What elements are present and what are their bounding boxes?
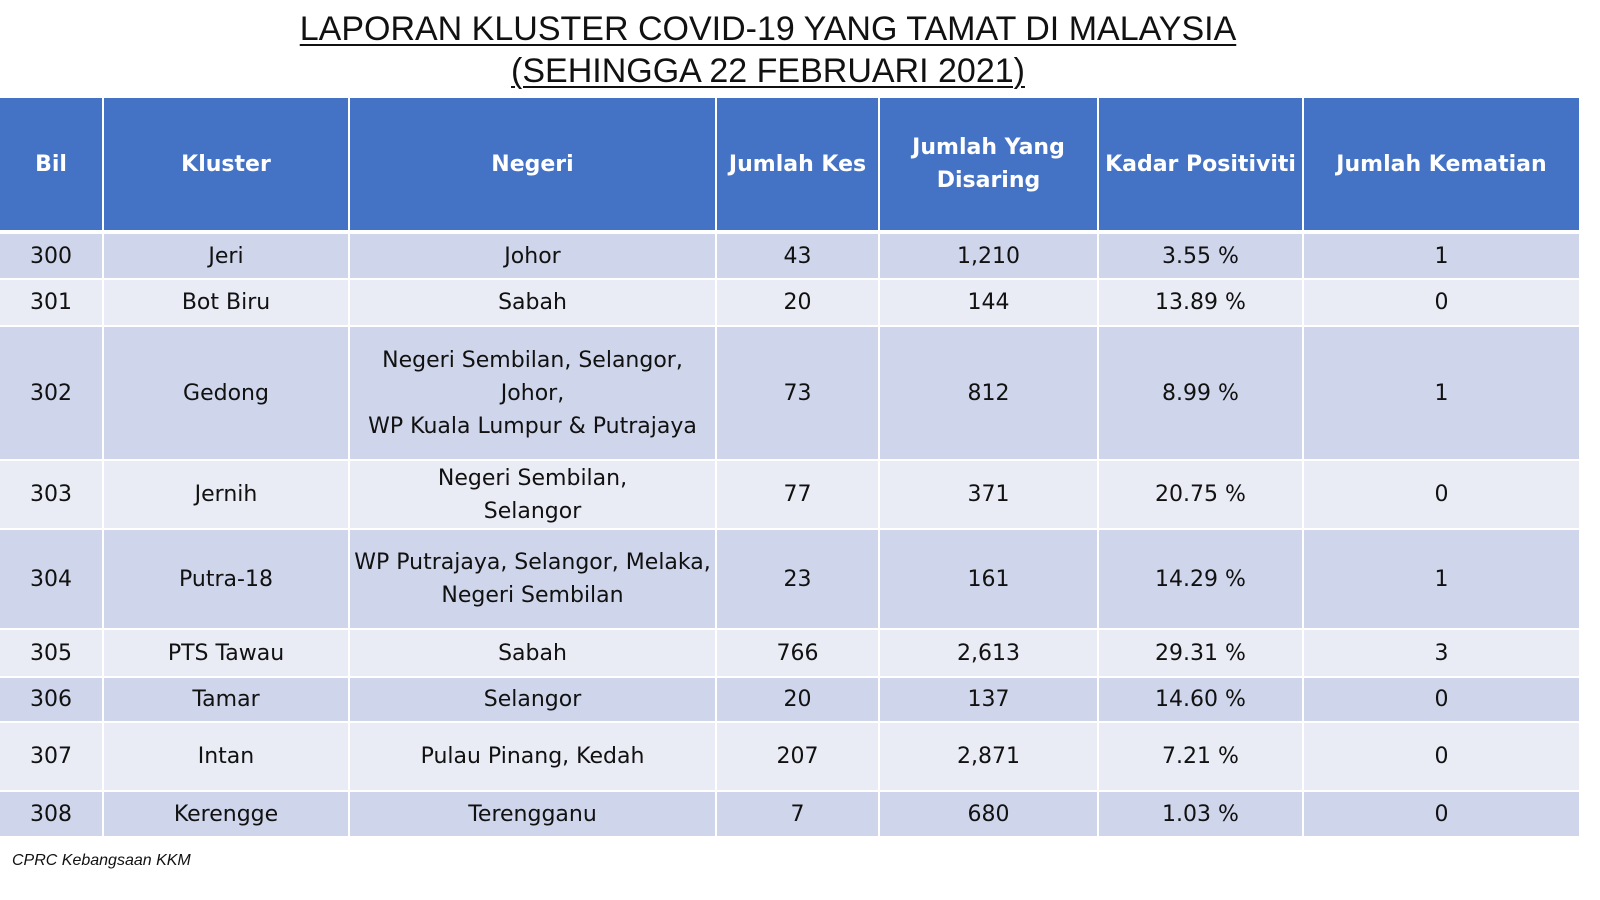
table-row: 305 PTS Tawau Sabah 766 2,613 29.31 % 3 xyxy=(0,630,1579,676)
cell-jumlah-kes: 207 xyxy=(717,723,878,790)
cell-negeri: Negeri Sembilan, Selangor, Johor, WP Kua… xyxy=(350,327,715,459)
cell-bil: 303 xyxy=(0,461,102,528)
header-jumlah-kes: Jumlah Kes xyxy=(717,98,878,232)
cell-negeri: Johor xyxy=(350,234,715,278)
cell-kadar-positiviti: 13.89 % xyxy=(1099,280,1302,325)
cell-bil: 307 xyxy=(0,723,102,790)
cell-kadar-positiviti: 7.21 % xyxy=(1099,723,1302,790)
table-row: 300 Jeri Johor 43 1,210 3.55 % 1 xyxy=(0,234,1579,278)
cell-jumlah-kes: 23 xyxy=(717,530,878,628)
cell-kluster: Putra-18 xyxy=(104,530,348,628)
cluster-table: Bil Kluster Negeri Jumlah Kes Jumlah Yan… xyxy=(0,96,1581,838)
header-kadar-positiviti: Kadar Positiviti xyxy=(1099,98,1302,232)
table-row: 302 Gedong Negeri Sembilan, Selangor, Joho… xyxy=(0,327,1579,459)
cell-bil: 305 xyxy=(0,630,102,676)
header-jumlah-disaring: Jumlah Yang Disaring xyxy=(880,98,1097,232)
cell-jumlah-kes: 43 xyxy=(717,234,878,278)
table-row: 306 Tamar Selangor 20 137 14.60 % 0 xyxy=(0,678,1579,721)
cell-bil: 301 xyxy=(0,280,102,325)
cell-jumlah-disaring: 144 xyxy=(880,280,1097,325)
cell-jumlah-kematian: 1 xyxy=(1304,234,1579,278)
cell-jumlah-kes: 20 xyxy=(717,280,878,325)
cell-negeri: Sabah xyxy=(350,630,715,676)
cell-negeri: Selangor xyxy=(350,678,715,721)
cell-kluster: Intan xyxy=(104,723,348,790)
cell-kadar-positiviti: 1.03 % xyxy=(1099,792,1302,836)
source-note: CPRC Kebangsaan KKM xyxy=(12,852,191,869)
table-row: 301 Bot Biru Sabah 20 144 13.89 % 0 xyxy=(0,280,1579,325)
cell-jumlah-disaring: 812 xyxy=(880,327,1097,459)
header-bil: Bil xyxy=(0,98,102,232)
cell-jumlah-disaring: 1,210 xyxy=(880,234,1097,278)
cell-jumlah-kematian: 1 xyxy=(1304,530,1579,628)
cell-kluster: Tamar xyxy=(104,678,348,721)
cell-bil: 306 xyxy=(0,678,102,721)
cell-jumlah-kematian: 0 xyxy=(1304,723,1579,790)
cell-kadar-positiviti: 14.29 % xyxy=(1099,530,1302,628)
cell-bil: 304 xyxy=(0,530,102,628)
cell-kadar-positiviti: 14.60 % xyxy=(1099,678,1302,721)
table-row: 308 Kerengge Terengganu 7 680 1.03 % 0 xyxy=(0,792,1579,836)
header-jumlah-kematian: Jumlah Kematian xyxy=(1304,98,1579,232)
header-negeri: Negeri xyxy=(350,98,715,232)
cell-bil: 300 xyxy=(0,234,102,278)
table-row: 307 Intan Pulau Pinang, Kedah 207 2,871 7.21 … xyxy=(0,723,1579,790)
page-title: LAPORAN KLUSTER COVID-19 YANG TAMAT DI M… xyxy=(0,8,1536,92)
cell-negeri: Terengganu xyxy=(350,792,715,836)
cell-jumlah-kes: 20 xyxy=(717,678,878,721)
cell-kluster: Gedong xyxy=(104,327,348,459)
cell-jumlah-kematian: 0 xyxy=(1304,678,1579,721)
cell-jumlah-disaring: 371 xyxy=(880,461,1097,528)
title-line-2: (SEHINGGA 22 FEBRUARI 2021) xyxy=(511,52,1025,90)
title-line-1: LAPORAN KLUSTER COVID-19 YANG TAMAT DI M… xyxy=(299,10,1237,48)
cell-jumlah-kematian: 3 xyxy=(1304,630,1579,676)
cell-kadar-positiviti: 8.99 % xyxy=(1099,327,1302,459)
cell-kluster: Jernih xyxy=(104,461,348,528)
cell-jumlah-kes: 77 xyxy=(717,461,878,528)
cell-jumlah-kematian: 0 xyxy=(1304,280,1579,325)
cell-jumlah-kematian: 0 xyxy=(1304,461,1579,528)
cell-negeri: WP Putrajaya, Selangor, Melaka, Negeri S… xyxy=(350,530,715,628)
cell-jumlah-kematian: 0 xyxy=(1304,792,1579,836)
cell-kluster: PTS Tawau xyxy=(104,630,348,676)
cell-jumlah-disaring: 680 xyxy=(880,792,1097,836)
cell-kadar-positiviti: 3.55 % xyxy=(1099,234,1302,278)
cell-negeri: Negeri Sembilan, Selangor xyxy=(350,461,715,528)
cell-negeri: Pulau Pinang, Kedah xyxy=(350,723,715,790)
table-row: 303 Jernih Negeri Sembilan, Selangor 77 371 2… xyxy=(0,461,1579,528)
cell-kadar-positiviti: 29.31 % xyxy=(1099,630,1302,676)
cell-jumlah-kematian: 1 xyxy=(1304,327,1579,459)
header-kluster: Kluster xyxy=(104,98,348,232)
cell-jumlah-disaring: 2,871 xyxy=(880,723,1097,790)
cell-kluster: Jeri xyxy=(104,234,348,278)
cell-negeri: Sabah xyxy=(350,280,715,325)
cell-jumlah-disaring: 137 xyxy=(880,678,1097,721)
cell-jumlah-disaring: 161 xyxy=(880,530,1097,628)
cell-kluster: Bot Biru xyxy=(104,280,348,325)
header-row: Bil Kluster Negeri Jumlah Kes Jumlah Yan… xyxy=(0,98,1579,232)
cell-jumlah-kes: 766 xyxy=(717,630,878,676)
cell-jumlah-disaring: 2,613 xyxy=(880,630,1097,676)
cell-jumlah-kes: 7 xyxy=(717,792,878,836)
table-row: 304 Putra-18 WP Putrajaya, Selangor, Melak… xyxy=(0,530,1579,628)
cell-kluster: Kerengge xyxy=(104,792,348,836)
cell-bil: 302 xyxy=(0,327,102,459)
cell-kadar-positiviti: 20.75 % xyxy=(1099,461,1302,528)
cell-bil: 308 xyxy=(0,792,102,836)
cell-jumlah-kes: 73 xyxy=(717,327,878,459)
